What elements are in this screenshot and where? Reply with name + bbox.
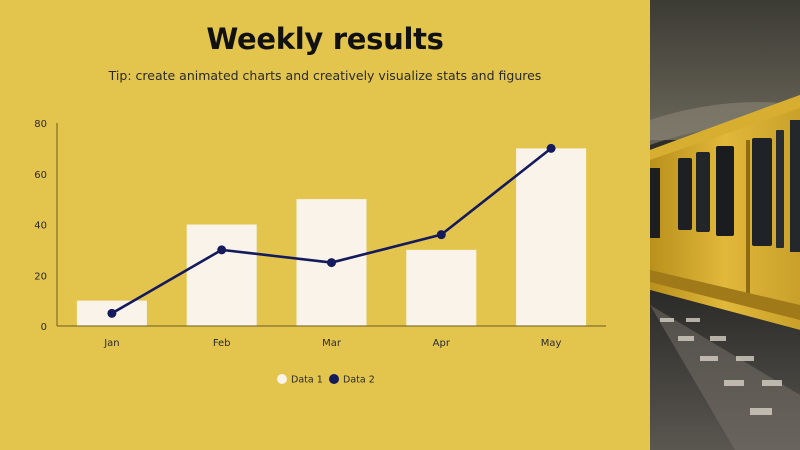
y-tick-label: 40 [34, 221, 47, 232]
bar-apr [406, 249, 477, 326]
legend-marker-data-1 [277, 374, 287, 384]
combo-chart: 0 20 40 60 80 Jan Feb Mar Apr May Data 1 Data 2 [34, 119, 606, 386]
subway-train-photo [650, 0, 800, 450]
y-tick-label: 80 [34, 119, 47, 130]
data-2-point-mar [327, 258, 336, 268]
y-tick-label: 0 [41, 322, 47, 333]
x-tick-label: Mar [322, 338, 342, 349]
data-2-point-may [546, 143, 556, 153]
data-2-point-apr [436, 230, 446, 240]
legend-label-data-1: Data 1 [291, 375, 323, 386]
bar-may [516, 148, 587, 326]
slide-subtitle: Tip: create animated charts and creative… [108, 68, 542, 83]
bar-feb [186, 224, 257, 326]
legend-marker-data-2 [329, 374, 339, 384]
data-2-point-feb [217, 245, 227, 255]
slide-title: Weekly results [206, 22, 444, 56]
x-tick-label: Jan [103, 338, 119, 349]
y-tick-label: 60 [34, 170, 47, 181]
legend-label-data-2: Data 2 [343, 375, 375, 386]
x-tick-label: May [541, 338, 562, 349]
data-2-point-jan [107, 308, 117, 318]
x-tick-label: Apr [433, 338, 451, 349]
x-tick-label: Feb [213, 338, 231, 349]
y-tick-label: 20 [34, 271, 47, 282]
